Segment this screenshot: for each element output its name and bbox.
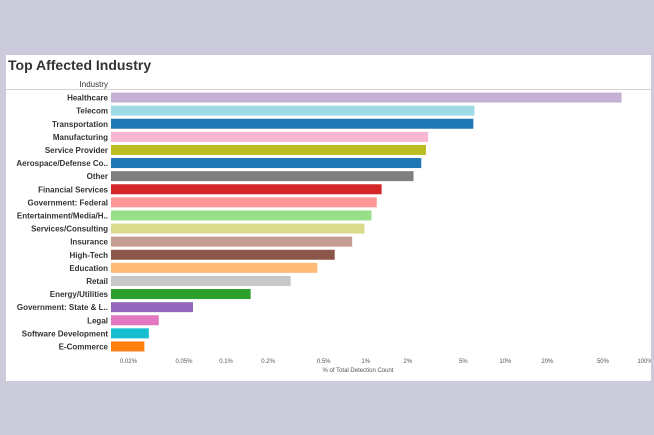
x-tick-label: 1% [361,359,370,365]
category-label: Entertainment/Media/H.. [17,211,108,220]
x-tick-label: 2% [403,359,412,365]
category-label: Telecom [76,107,108,116]
category-label: Insurance [70,238,108,247]
category-label: Transportation [52,120,108,129]
chart-panel: Top Affected Industry Industry Healthcar… [6,55,651,381]
bar[interactable] [111,144,426,155]
category-label: Other [87,172,108,181]
chart-title: Top Affected Industry [8,57,152,73]
bar[interactable] [111,302,194,313]
x-tick-label: 10% [499,359,512,365]
x-tick-label: 0.02% [120,359,138,365]
bar[interactable] [111,105,475,116]
x-tick-label: 0.1% [219,359,233,365]
category-label: Aerospace/Defense Co.. [16,159,108,168]
category-label: Education [69,264,108,273]
category-label: High-Tech [69,251,108,260]
bar-chart: Healthcare Telecom Transportation Manufactu… [16,92,651,374]
category-label: Legal [87,316,108,325]
bar[interactable] [111,289,251,300]
category-label: Services/Consulting [31,225,108,234]
x-tick-label: 20% [541,359,554,365]
bar[interactable] [111,158,422,169]
category-label: Energy/Utilities [50,290,109,299]
x-axis-title: % of Total Detection Count [323,368,394,374]
bar[interactable] [111,328,149,339]
bar[interactable] [111,315,159,326]
category-label: Healthcare [67,94,108,103]
x-tick-label: 0.2% [261,359,275,365]
bar[interactable] [111,184,382,195]
category-label: Financial Services [38,185,108,194]
bar[interactable] [111,92,622,103]
bar[interactable] [111,197,377,208]
category-label: Software Development [22,329,109,338]
bar[interactable] [111,236,353,247]
category-label: E-Commerce [59,342,109,351]
category-label: Government: State & L.. [17,303,108,312]
header-divider [6,89,651,90]
bar[interactable] [111,118,474,129]
bar[interactable] [111,341,145,352]
x-tick-label: 0.05% [176,359,194,365]
x-tick-label: 0.5% [317,359,331,365]
bar[interactable] [111,249,335,260]
x-axis-ticks: 0.02% 0.05% 0.1% 0.2% 0.5% 1% 2% 5% 10% 20% 50% 100… [120,359,651,365]
x-tick-label: 100% [637,359,651,365]
category-label: Manufacturing [53,133,108,142]
row-header: Industry [79,80,108,89]
bar[interactable] [111,223,365,234]
bar[interactable] [111,210,372,221]
x-tick-label: 50% [597,359,610,365]
bar[interactable] [111,131,429,142]
category-label: Government: Federal [28,198,108,207]
category-label: Retail [86,277,108,286]
category-label: Service Provider [45,146,108,155]
bars [111,92,622,352]
bar[interactable] [111,171,414,182]
x-tick-label: 5% [459,359,468,365]
bar[interactable] [111,262,318,273]
bar[interactable] [111,275,291,286]
category-labels: Healthcare Telecom Transportation Manufactu… [16,94,108,352]
